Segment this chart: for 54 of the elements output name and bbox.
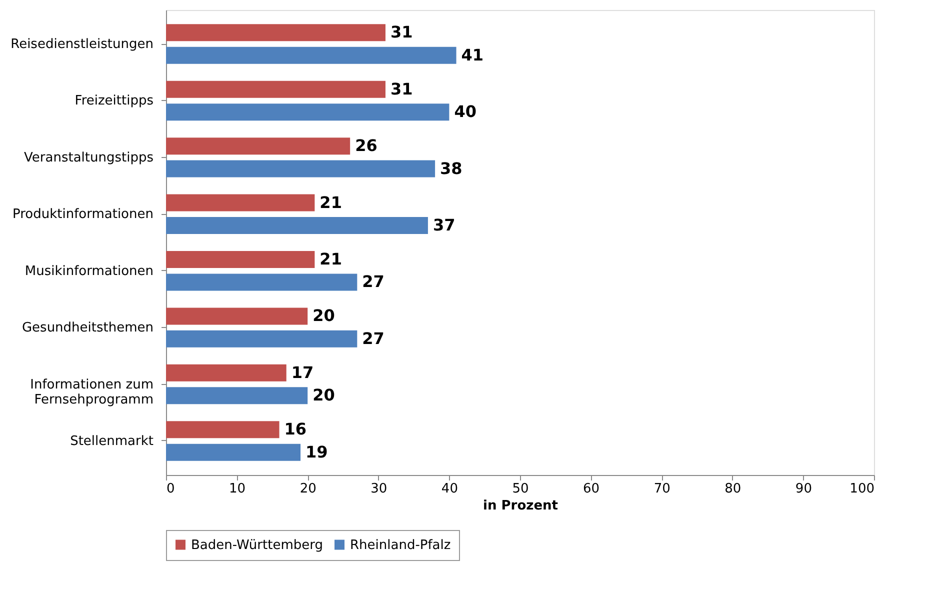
- data-label: 20: [312, 386, 335, 405]
- bar: [166, 444, 301, 461]
- y-tick-label: Informationen zum Fernsehprogramm: [30, 377, 154, 408]
- x-axis-title: in Prozent: [483, 498, 558, 514]
- x-tick-label: 100: [850, 482, 874, 496]
- data-label: 31: [390, 79, 413, 98]
- data-label: 21: [320, 192, 342, 212]
- bar: [166, 160, 436, 178]
- data-label: 17: [291, 362, 314, 382]
- legend-label: Rheinland-Pfalz: [350, 538, 451, 553]
- bar: [166, 138, 350, 155]
- data-label: 37: [432, 215, 456, 234]
- x-tick-label: 40: [441, 482, 458, 496]
- x-tick-label: 30: [370, 482, 388, 496]
- y-tick-label: Stellenmarkt: [70, 434, 154, 449]
- bar: [166, 251, 315, 268]
- data-label: 16: [284, 420, 307, 439]
- x-tick-label: 60: [583, 482, 600, 496]
- bar: [166, 421, 280, 438]
- bar: [166, 308, 308, 325]
- bar: [166, 24, 386, 42]
- data-label: 31: [390, 22, 413, 42]
- bar: [166, 387, 308, 404]
- bar: [166, 80, 386, 98]
- bar: [166, 216, 428, 234]
- x-tick-label: 20: [300, 482, 316, 496]
- x-tick-label: 80: [724, 482, 742, 496]
- x-tick-label: 0: [166, 482, 175, 496]
- y-tick-label: Gesundheitsthemen: [22, 320, 154, 336]
- y-tick-label: Freizeittipps: [74, 94, 154, 109]
- bar: [166, 194, 315, 212]
- legend-label: Baden-Württemberg: [191, 538, 323, 553]
- y-tick-label: Produktinformationen: [12, 207, 154, 222]
- data-label: 38: [440, 158, 462, 178]
- data-label: 27: [362, 272, 384, 292]
- x-tick-label: 10: [229, 482, 246, 496]
- y-tick-label: Veranstaltungstipps: [24, 150, 154, 166]
- bar: [166, 274, 358, 291]
- data-label: 41: [461, 45, 484, 64]
- x-tick-label: 50: [512, 482, 529, 496]
- data-label: 26: [355, 136, 378, 156]
- bar: [166, 364, 286, 382]
- data-label: 40: [454, 102, 476, 122]
- y-tick-label: Reisedienstleistungen: [10, 37, 154, 52]
- bar: [166, 104, 450, 121]
- data-label: 27: [362, 328, 384, 348]
- x-tick-label: 70: [654, 482, 670, 496]
- y-tick-label: Musikinformationen: [24, 264, 154, 279]
- bar: [166, 46, 456, 64]
- bar: [166, 330, 358, 348]
- x-tick-label: 90: [795, 482, 812, 496]
- data-label: 19: [306, 442, 328, 462]
- data-label: 20: [312, 306, 335, 326]
- data-label: 21: [320, 250, 342, 269]
